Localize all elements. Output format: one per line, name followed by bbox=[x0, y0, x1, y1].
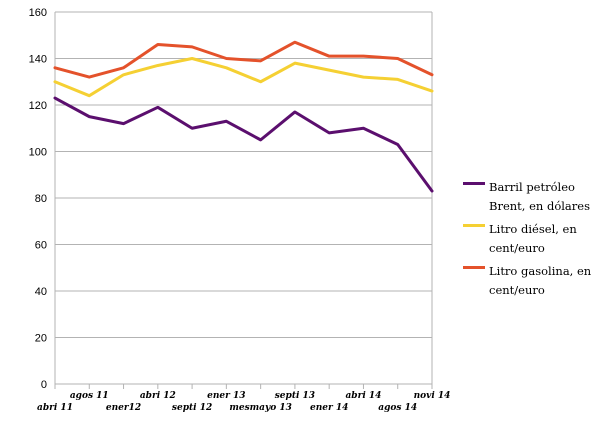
legend-swatch-diesel bbox=[463, 224, 485, 227]
x-tick-label: mesmayo 13 bbox=[229, 403, 292, 413]
y-tick-label: 40 bbox=[35, 286, 47, 298]
y-tick-label: 60 bbox=[35, 240, 47, 252]
series-line-gasolina bbox=[53, 40, 434, 79]
y-tick-label: 20 bbox=[35, 333, 47, 345]
legend-label-gasolina: Litro gasolina, en cent/euro bbox=[489, 264, 592, 297]
x-tick-label: ener 14 bbox=[310, 403, 348, 413]
legend-item-brent: Barril petróleo Brent, en dólares bbox=[463, 176, 608, 214]
y-axis-tick-labels: 0 20 40 60 80 100 120 140 160 bbox=[29, 7, 47, 391]
legend-item-gasolina: Litro gasolina, en cent/euro bbox=[463, 260, 608, 298]
x-tick-label: septi 12 bbox=[172, 403, 212, 413]
x-tick-label: abri 11 bbox=[37, 403, 73, 413]
y-tick-label: 80 bbox=[35, 193, 47, 205]
legend-swatch-brent bbox=[463, 182, 485, 185]
series-line-diesel bbox=[53, 57, 434, 98]
legend-item-diesel: Litro diésel, en cent/euro bbox=[463, 218, 608, 256]
legend-swatch-gasolina bbox=[463, 266, 485, 269]
x-tick-label: septi 13 bbox=[275, 391, 315, 401]
x-tick-label: ener 13 bbox=[207, 391, 245, 401]
x-tick-label: agos 11 bbox=[70, 391, 109, 401]
y-tick-label: 160 bbox=[29, 7, 47, 19]
x-tick-label: novi 14 bbox=[414, 391, 451, 401]
x-axis-tick-labels: abri 11 agos 11 ener12 abri 12 septi 12 ener … bbox=[37, 391, 450, 413]
series-lines bbox=[53, 40, 434, 193]
legend-label-diesel: Litro diésel, en cent/euro bbox=[489, 222, 577, 255]
y-tick-label: 140 bbox=[29, 54, 47, 66]
x-tick-label: ener12 bbox=[106, 403, 141, 413]
grid-lines bbox=[55, 11, 432, 385]
y-tick-label: 100 bbox=[29, 147, 47, 159]
series-line-brent bbox=[53, 96, 434, 193]
x-tick-label: abri 12 bbox=[140, 391, 176, 401]
legend: Barril petróleo Brent, en dólares Litro … bbox=[463, 176, 608, 302]
y-tick-label: 0 bbox=[41, 379, 47, 391]
x-tick-label: abri 14 bbox=[345, 391, 381, 401]
y-tick-label: 120 bbox=[29, 100, 47, 112]
x-tick-label: agos 14 bbox=[378, 403, 417, 413]
axes bbox=[54, 12, 433, 389]
legend-label-brent: Barril petróleo Brent, en dólares bbox=[489, 180, 590, 213]
